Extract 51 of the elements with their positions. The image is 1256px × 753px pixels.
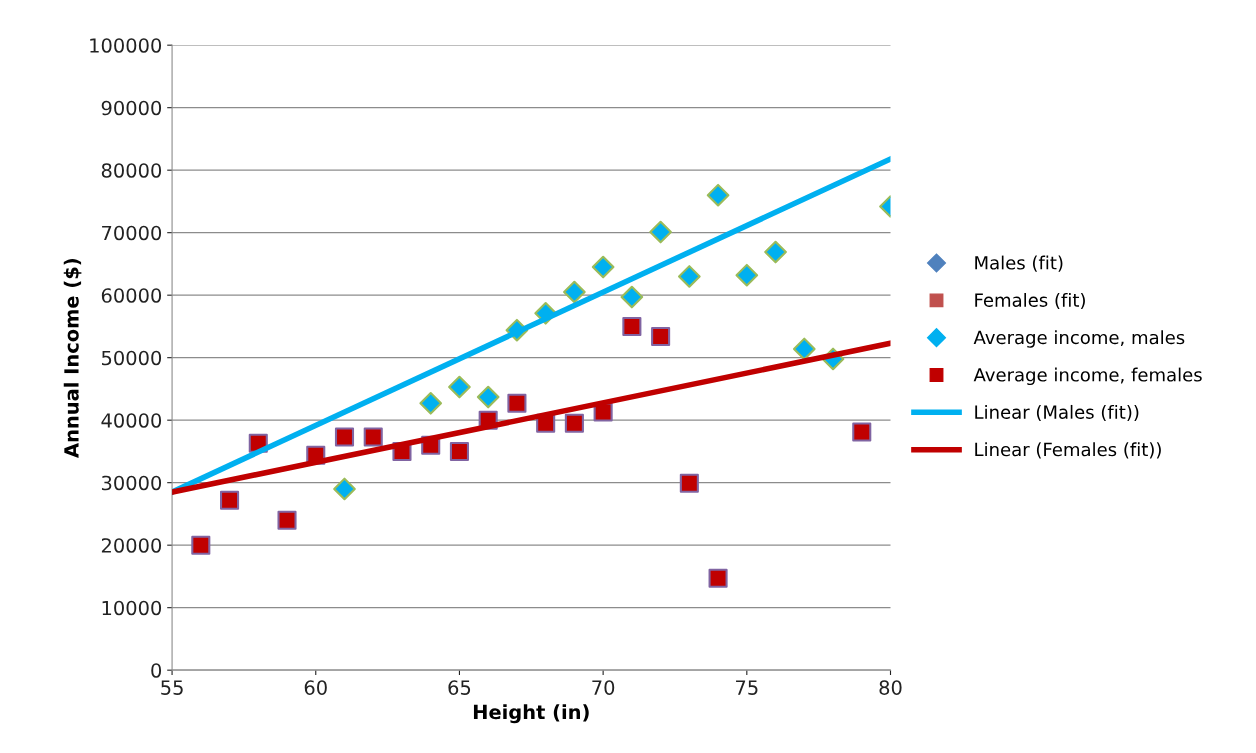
point bbox=[334, 427, 355, 447]
point bbox=[708, 568, 728, 588]
point bbox=[622, 316, 642, 336]
y-axis-title: Annual Income ($) bbox=[63, 259, 82, 458]
legend-label: Males (fit) bbox=[975, 255, 1063, 272]
point bbox=[448, 375, 471, 399]
legend-label: Linear (Males (fit)) bbox=[975, 404, 1139, 422]
x-tick-label: 55 bbox=[161, 680, 183, 695]
y-tick-label: 40000 bbox=[101, 413, 162, 428]
x-tick-label: 70 bbox=[592, 680, 615, 695]
point bbox=[678, 265, 701, 288]
x-tick-label: 60 bbox=[304, 680, 327, 695]
legend-label: Linear (Females (fit)) bbox=[975, 442, 1161, 459]
point bbox=[792, 337, 816, 361]
y-tick-label: 20000 bbox=[101, 538, 162, 553]
point bbox=[333, 477, 356, 501]
point bbox=[507, 393, 527, 413]
point bbox=[620, 285, 644, 309]
point bbox=[476, 385, 500, 409]
legend-label: Average income, males bbox=[973, 330, 1185, 348]
point bbox=[220, 490, 240, 510]
point bbox=[191, 535, 211, 555]
point bbox=[563, 280, 586, 304]
x-axis-title: Height (in) bbox=[473, 704, 589, 724]
y-tick-label: 30000 bbox=[101, 475, 162, 491]
point bbox=[764, 240, 787, 264]
x-tick-label: 75 bbox=[736, 680, 758, 695]
x-tick-label: 80 bbox=[879, 680, 902, 695]
y-tick-label: 60000 bbox=[101, 288, 162, 303]
point bbox=[449, 441, 469, 461]
y-tick-label: 0 bbox=[151, 663, 162, 678]
y-tick-label: 90000 bbox=[101, 100, 162, 116]
x-tick-label: 65 bbox=[448, 680, 471, 695]
legend-label: Females (fit) bbox=[975, 292, 1085, 310]
y-tick-label: 10000 bbox=[102, 600, 162, 616]
point bbox=[363, 427, 383, 447]
point bbox=[591, 255, 615, 279]
legend-label: Average income, females bbox=[973, 367, 1202, 386]
point bbox=[649, 220, 672, 244]
point bbox=[419, 391, 443, 415]
point bbox=[735, 263, 759, 287]
y-tick-label: 80000 bbox=[101, 163, 162, 178]
point bbox=[852, 422, 872, 442]
y-tick-label: 50000 bbox=[101, 350, 162, 366]
y-tick-label: 70000 bbox=[102, 225, 162, 241]
point bbox=[706, 183, 730, 207]
y-tick-label: 100000 bbox=[90, 38, 162, 53]
point bbox=[564, 413, 584, 433]
point bbox=[651, 326, 671, 346]
point bbox=[277, 510, 297, 530]
point bbox=[679, 473, 699, 493]
